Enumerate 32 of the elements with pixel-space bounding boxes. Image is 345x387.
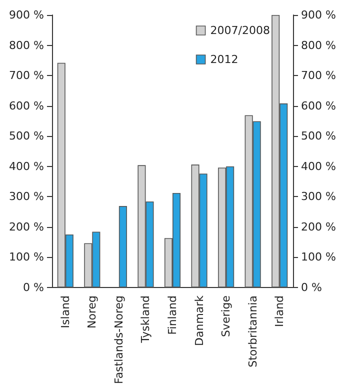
y-tick-label: 900 %	[9, 8, 44, 22]
y2-tick-label: 900 %	[301, 8, 336, 22]
legend-label: 2007/2008	[210, 24, 270, 37]
y-tick-label: 600 %	[9, 99, 44, 112]
y-tick-label: 0 %	[23, 280, 44, 294]
y2-tick-label: 600 %	[301, 99, 336, 112]
x-tick-label: Fastlands-Noreg	[112, 295, 126, 384]
x-tick-label: Noreg	[86, 295, 99, 328]
y2-tick-label: 200 %	[301, 220, 336, 234]
x-tick-label: Irland	[273, 295, 286, 327]
y-tick-label: 700 %	[9, 69, 44, 82]
y2-tick-label: 100 %	[301, 250, 336, 264]
legend-label: 2012	[210, 53, 238, 66]
y2-tick-label: 300 %	[301, 190, 336, 204]
y-tick-label: 300 %	[9, 190, 44, 204]
bar	[118, 206, 127, 288]
x-tick-label: Island	[58, 295, 72, 328]
x-tick-label: Tyskland	[139, 295, 152, 344]
x-tick-label: Danmark	[192, 294, 206, 346]
y2-tick-label: 0 %	[301, 280, 322, 294]
y-tick-label: 500 %	[9, 130, 44, 143]
x-tick-label: Storbritannia	[246, 295, 260, 368]
y-tick-label: 100 %	[9, 250, 44, 264]
y-tick-label: 400 %	[9, 160, 44, 173]
y-tick-label: 800 %	[9, 38, 44, 52]
y-tick-label: 200 %	[9, 220, 44, 234]
y2-tick-label: 700 %	[301, 69, 336, 82]
x-tick-label: Finland	[166, 295, 179, 335]
x-tick-label: Sverige	[220, 295, 233, 338]
y2-tick-label: 500 %	[301, 130, 336, 143]
y2-tick-label: 800 %	[301, 38, 336, 52]
y2-tick-label: 400 %	[301, 160, 336, 173]
